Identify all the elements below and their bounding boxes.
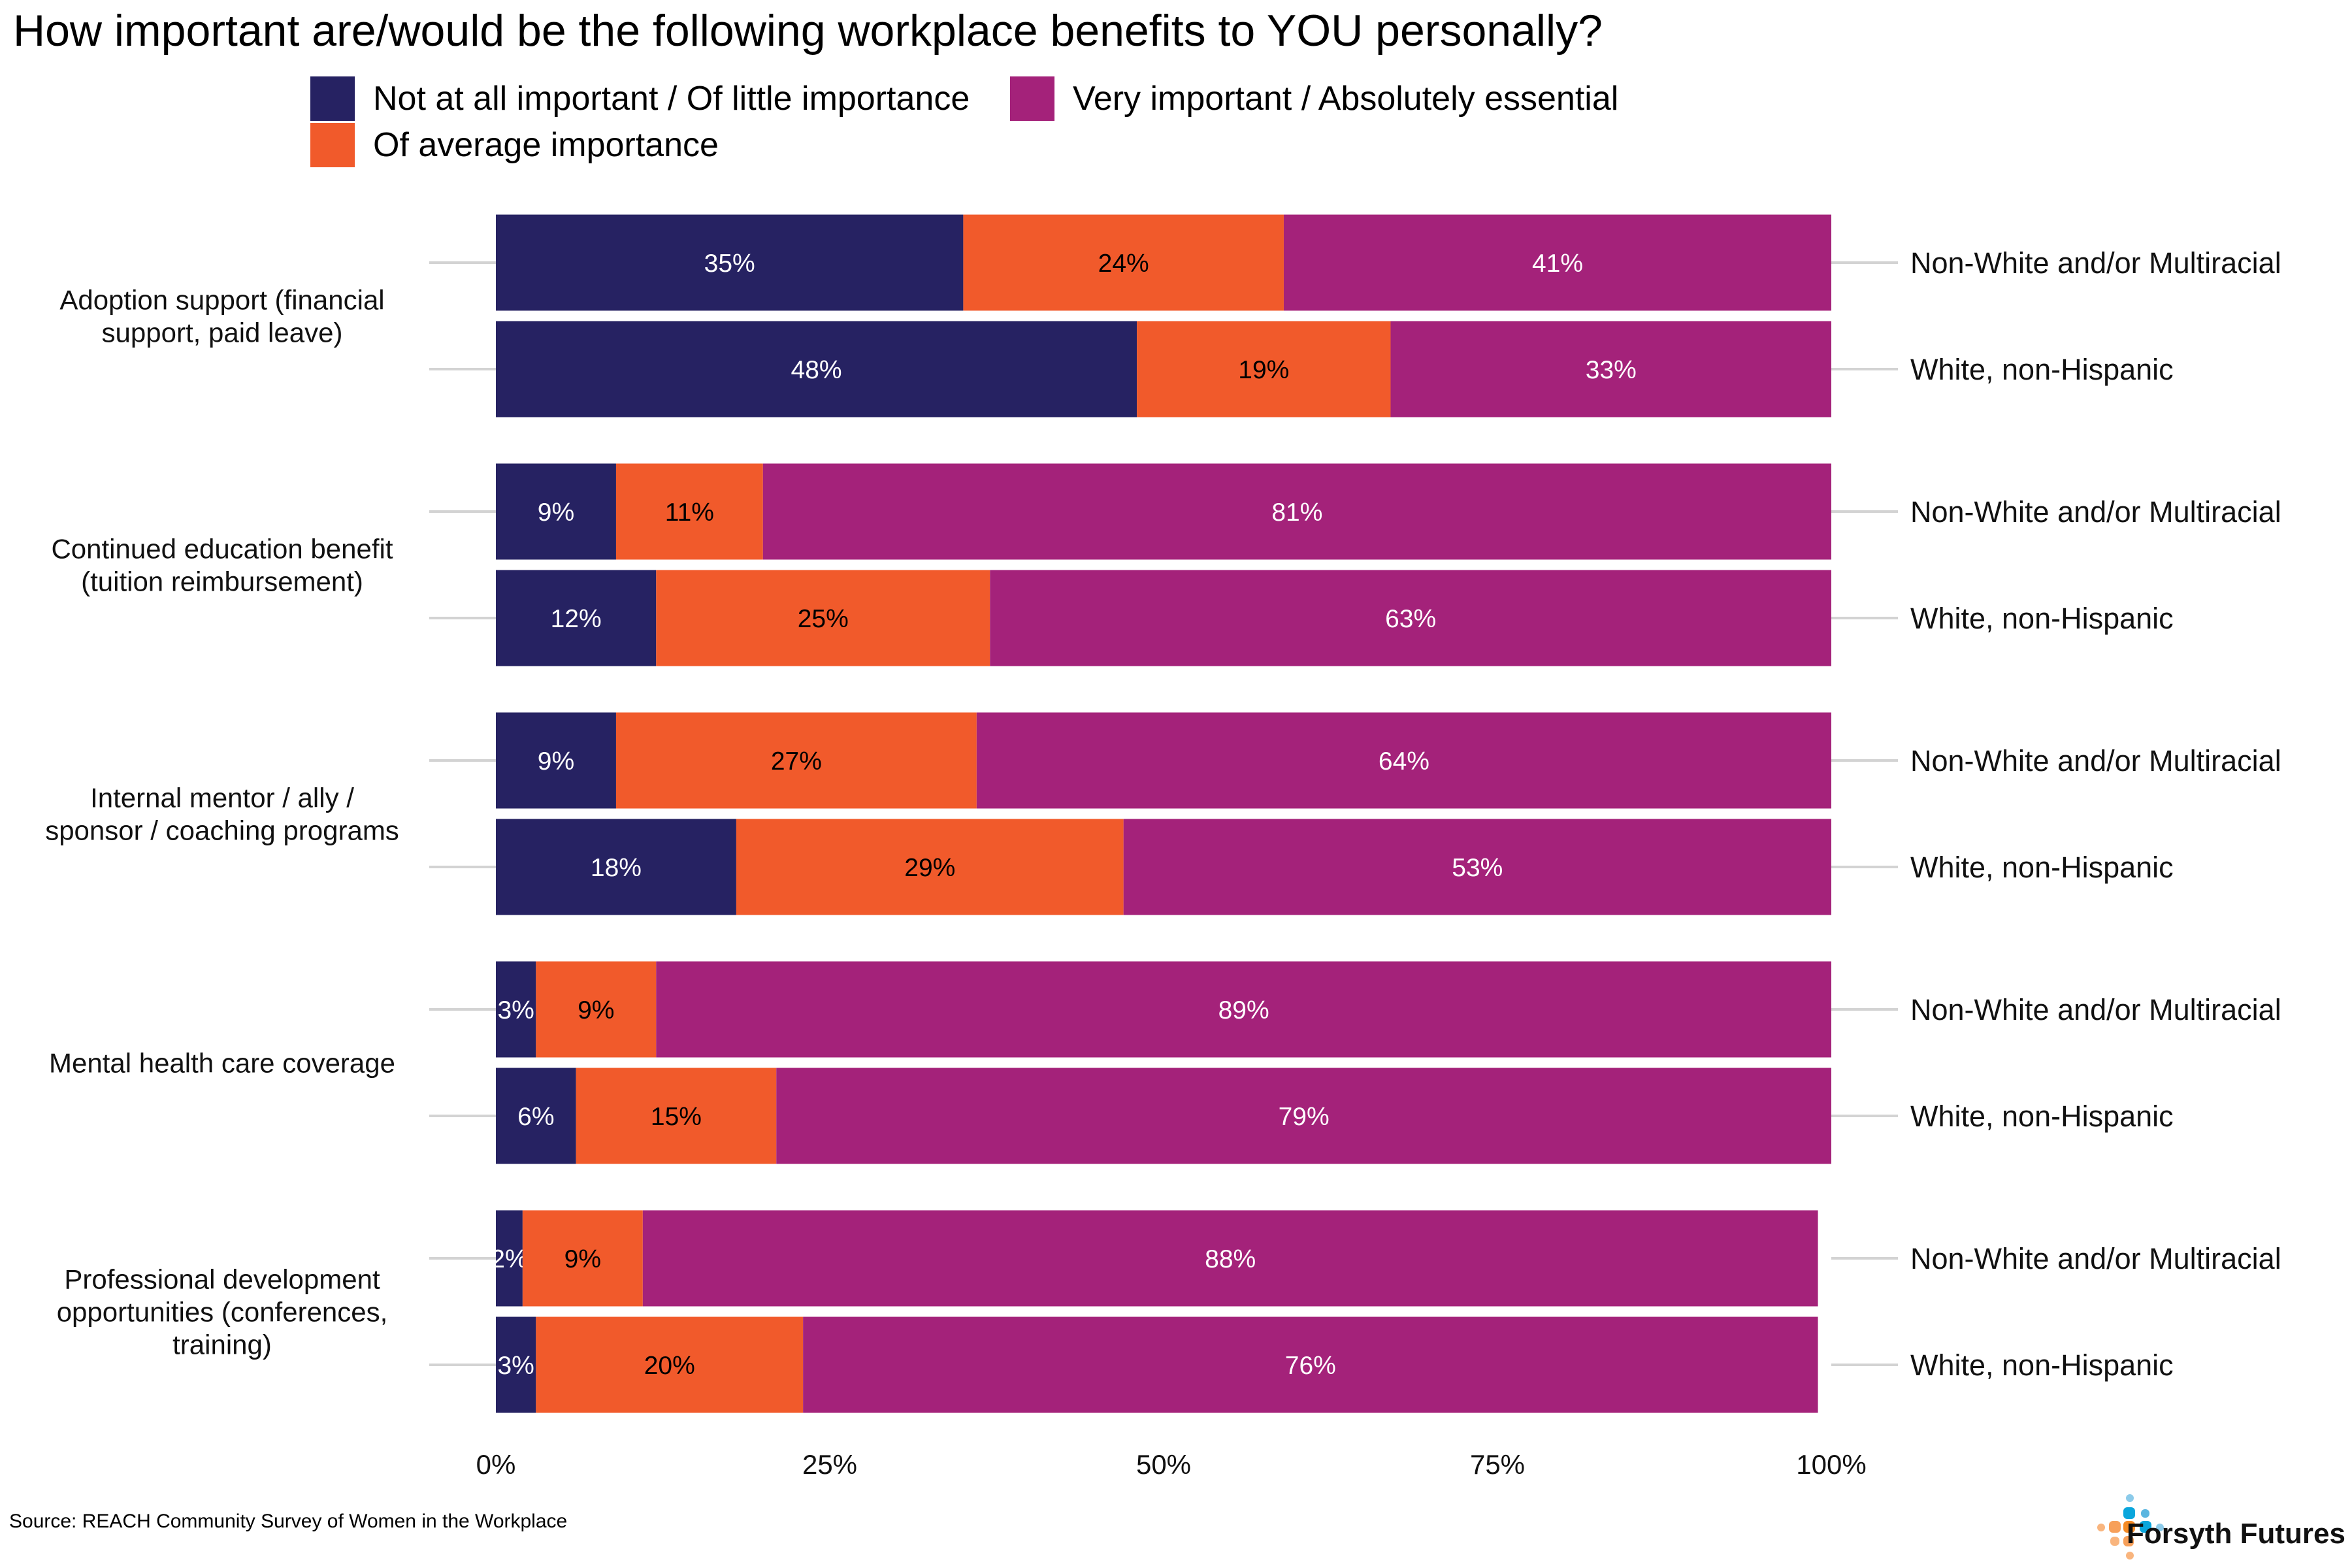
bar-segment (762, 463, 1831, 560)
bar-segment (536, 1316, 804, 1413)
bar-segment (496, 961, 536, 1058)
bar-segment (1123, 819, 1831, 915)
category-label: training) (172, 1330, 272, 1360)
legend-item-not-important: Not at all important / Of little importa… (310, 76, 970, 121)
category-label: Continued education benefit (51, 534, 393, 564)
category-label: Internal mentor / ally / (90, 783, 354, 813)
group-label: White, non-Hispanic (1910, 851, 2174, 884)
legend-label: Of average importance (373, 126, 719, 164)
bar-segment (736, 819, 1124, 915)
data-label: 81% (1271, 498, 1322, 527)
category-label: Mental health care coverage (49, 1048, 395, 1079)
data-label: 9% (578, 996, 614, 1024)
bar-segment (615, 463, 763, 560)
category-label: Adoption support (financial (59, 285, 384, 316)
bar-segment (990, 570, 1831, 666)
group-label: Non-White and/or Multiracial (1910, 744, 2281, 777)
bar-segment (1390, 321, 1831, 417)
bar-segment (536, 961, 657, 1058)
data-label: 2% (491, 1245, 527, 1273)
x-axis-tick-label: 0% (476, 1449, 516, 1480)
x-axis-tick-label: 25% (802, 1449, 857, 1480)
forsyth-futures-logo: Forsyth Futures (2078, 1480, 2352, 1565)
chart-title: How important are/would be the following… (13, 6, 1603, 56)
legend-label: Very important / Absolutely essential (1073, 80, 1619, 118)
data-label: 48% (791, 356, 842, 384)
bar-segment (496, 214, 964, 311)
data-label: 89% (1218, 996, 1269, 1024)
group-label: Non-White and/or Multiracial (1910, 246, 2281, 280)
data-label: 11% (665, 498, 714, 527)
data-label: 9% (538, 747, 574, 776)
bar-segment (642, 1210, 1818, 1307)
data-label: 3% (497, 1352, 534, 1380)
data-label: 20% (644, 1352, 695, 1380)
category-label: Professional development (64, 1264, 380, 1295)
bar-segment (803, 1316, 1818, 1413)
bar-segment (776, 1068, 1831, 1164)
group-label: White, non-Hispanic (1910, 353, 2174, 386)
bar-segment (496, 1316, 536, 1413)
data-label: 79% (1279, 1103, 1330, 1131)
data-label: 18% (591, 854, 642, 882)
category-label: support, paid leave) (102, 318, 343, 348)
data-label: 29% (904, 854, 955, 882)
data-label: 88% (1205, 1245, 1256, 1273)
data-label: 64% (1379, 747, 1429, 776)
source-note: Source: REACH Community Survey of Women … (9, 1511, 568, 1532)
x-axis-tick-label: 100% (1796, 1449, 1866, 1480)
group-label: Non-White and/or Multiracial (1910, 495, 2281, 529)
data-label: 19% (1238, 356, 1289, 384)
bar-segment (496, 1210, 523, 1307)
bar-segment (496, 570, 657, 666)
logo-text: Forsyth Futures (2127, 1518, 2345, 1550)
bar-segment (615, 712, 977, 809)
data-label: 6% (517, 1103, 554, 1131)
data-label: 27% (771, 747, 822, 776)
bar-segment (656, 961, 1831, 1058)
data-label: 25% (798, 605, 849, 633)
data-label: 15% (651, 1103, 702, 1131)
legend-swatch (310, 123, 355, 167)
data-label: 53% (1452, 854, 1503, 882)
category-label: (tuition reimbursement) (81, 566, 363, 597)
group-label: White, non-Hispanic (1910, 1348, 2174, 1382)
data-label: 33% (1586, 356, 1637, 384)
data-label: 3% (497, 996, 534, 1024)
bar-segment (522, 1210, 643, 1307)
data-label: 41% (1532, 250, 1583, 278)
data-label: 76% (1285, 1352, 1336, 1380)
legend-swatch (1010, 76, 1054, 121)
data-label: 9% (538, 498, 574, 527)
category-label: sponsor / coaching programs (45, 815, 399, 846)
data-label: 35% (704, 250, 755, 278)
bar-segment (576, 1068, 777, 1164)
x-axis-tick-label: 75% (1470, 1449, 1525, 1480)
bar-segment (496, 819, 736, 915)
group-label: Non-White and/or Multiracial (1910, 1242, 2281, 1275)
data-label: 9% (564, 1245, 601, 1273)
bar-segment (656, 570, 990, 666)
legend-item-average-importance: Of average importance (310, 123, 719, 167)
legend-label: Not at all important / Of little importa… (373, 80, 970, 118)
group-label: Non-White and/or Multiracial (1910, 993, 2281, 1026)
data-label: 63% (1385, 605, 1436, 633)
category-label: opportunities (conferences, (57, 1297, 388, 1328)
legend-item-very-important: Very important / Absolutely essential (1010, 76, 1618, 121)
bar-segment (496, 321, 1137, 417)
legend-swatch (310, 76, 355, 121)
bar-segment (1137, 321, 1391, 417)
bar-segment (496, 463, 616, 560)
bar-segment (963, 214, 1284, 311)
bar-segment (1283, 214, 1831, 311)
group-label: White, non-Hispanic (1910, 1100, 2174, 1133)
x-axis-tick-label: 50% (1136, 1449, 1191, 1480)
data-label: 12% (551, 605, 602, 633)
data-label: 24% (1098, 250, 1149, 278)
bar-segment (976, 712, 1831, 809)
bar-segment (496, 1068, 576, 1164)
group-label: White, non-Hispanic (1910, 602, 2174, 635)
bar-segment (496, 712, 616, 809)
